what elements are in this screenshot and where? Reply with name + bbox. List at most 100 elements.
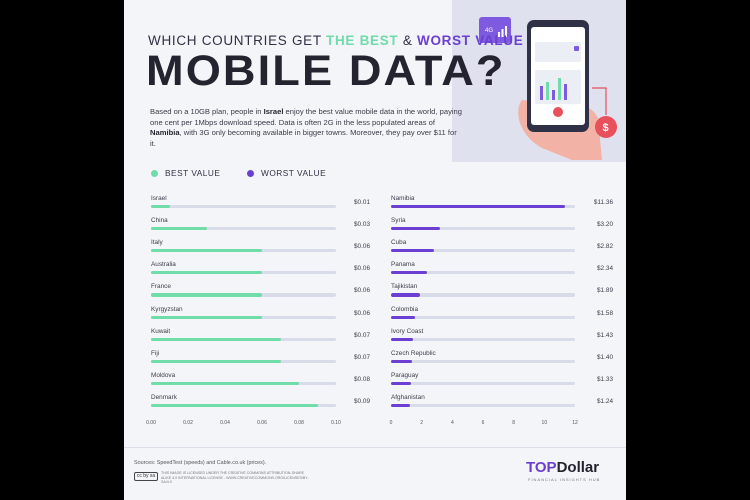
best-bar: [151, 293, 262, 297]
coin-symbol: $: [603, 122, 609, 134]
worst-category-label: Tajikistan: [391, 283, 418, 291]
best-value-label: $0.03: [354, 221, 370, 229]
worst-x-tick-label: 2: [420, 420, 424, 426]
signal-badge: 4G: [485, 28, 493, 34]
pretitle-best: THE BEST: [326, 33, 399, 48]
best-value-label: $0.09: [354, 397, 370, 405]
worst-value-label: $1.58: [597, 309, 613, 317]
worst-x-tick-label: 8: [512, 420, 516, 426]
best-bar: [151, 249, 262, 253]
best-bar: [151, 359, 281, 363]
worst-category-label: Paraguay: [391, 371, 419, 379]
best-x-tick-label: 0.06: [257, 420, 267, 426]
best-bar: [151, 227, 207, 231]
worst-value-label: $2.82: [597, 243, 613, 251]
legend-best-label: BEST VALUE: [165, 168, 221, 178]
worst-category-label: Czech Republic: [391, 349, 436, 357]
best-category-label: Moldova: [151, 371, 176, 379]
pretitle-prefix: WHICH COUNTRIES GET: [148, 33, 322, 48]
best-value-label: $0.07: [354, 331, 370, 339]
worst-bar-track: [391, 359, 575, 363]
best-category-label: Australia: [151, 261, 176, 269]
worst-category-label: Colombia: [391, 305, 418, 313]
legend-best-dot: [151, 170, 158, 177]
desc-part-3: , with 3G only becoming available in big…: [150, 128, 457, 148]
worst-value-label: $3.20: [597, 221, 613, 229]
worst-bar-track: [391, 381, 575, 385]
footer-divider: [124, 447, 626, 448]
worst-bar-track: [391, 271, 575, 275]
worst-category-label: Namibia: [391, 195, 415, 202]
worst-category-label: Cuba: [391, 239, 407, 247]
worst-bar: [391, 337, 413, 341]
best-bar: [151, 271, 262, 275]
description: Based on a 10GB plan, people in Israel e…: [150, 107, 462, 149]
worst-x-tick-label: 6: [481, 420, 485, 426]
best-category-label: China: [151, 217, 168, 225]
worst-bar-track: [391, 293, 575, 297]
best-x-tick-label: 0.02: [183, 420, 193, 426]
worst-bar: [391, 205, 566, 209]
best-x-tick-label: 0.10: [331, 420, 341, 426]
worst-category-label: Panama: [391, 261, 415, 269]
desc-israel: Israel: [263, 107, 284, 116]
worst-bar: [391, 315, 416, 319]
logo-top: TOP: [526, 459, 557, 476]
worst-bar: [391, 249, 435, 253]
best-category-label: Fiji: [151, 349, 160, 357]
worst-bar-track: [391, 249, 575, 253]
chart-pretitle: WHICH COUNTRIES GET THE BEST & WORST VAL…: [148, 33, 523, 48]
logo-dollar: Dollar: [556, 459, 600, 476]
worst-category-label: Ivory Coast: [391, 327, 424, 335]
worst-bar: [391, 403, 410, 408]
sources-text: Sources: SpeedTest (speeds) and Cable.co…: [134, 460, 267, 466]
worst-value-label: $1.89: [597, 287, 613, 295]
best-category-label: Kuwait: [151, 327, 171, 335]
worst-bar-track: [391, 403, 575, 408]
best-bar-track: [151, 205, 336, 209]
coin-icon: [595, 116, 617, 138]
chart-title: MOBILE DATA?: [146, 47, 506, 95]
best-value-label: $0.06: [354, 309, 370, 317]
worst-value-label: $11.36: [593, 199, 613, 206]
best-category-label: Italy: [151, 239, 163, 247]
worst-value-label: $1.40: [597, 353, 613, 361]
best-bar: [151, 205, 170, 209]
best-category-label: Israel: [151, 195, 167, 202]
worst-x-tick-label: 4: [450, 420, 454, 426]
topdollar-logo: TOPDollar: [526, 459, 599, 476]
worst-bar-track: [391, 337, 575, 341]
best-value-label: $0.06: [354, 265, 370, 273]
legend-worst-label: WORST VALUE: [261, 168, 327, 178]
pretitle-worst: WORST VALUE: [417, 33, 524, 48]
legend-worst-dot: [247, 170, 254, 177]
worst-value-label: $1.24: [597, 397, 613, 405]
worst-bar-track: [391, 315, 575, 319]
best-value-label: $0.01: [354, 199, 370, 206]
best-bar: [151, 315, 262, 319]
worst-bar: [391, 271, 427, 275]
best-category-label: Kyrgyzstan: [151, 305, 183, 313]
worst-x-tick-label: 10: [541, 420, 548, 426]
license-text: THIS IMAGE IS LICENSED UNDER THE CREATIV…: [161, 471, 309, 485]
infographic-card: 4G $ WHICH COUNTRIES GET THE BEST & WORS…: [124, 0, 626, 500]
desc-part-2: enjoy the best value mobile data in the …: [150, 107, 463, 127]
record-button-icon: [553, 107, 563, 117]
best-x-tick-label: 0.08: [294, 420, 304, 426]
pretitle-amp: &: [402, 33, 413, 48]
worst-x-tick-label: 12: [572, 420, 578, 426]
best-category-label: Denmark: [151, 393, 177, 401]
best-x-tick-label: 0.00: [146, 420, 156, 426]
best-category-label: France: [151, 283, 171, 291]
worst-value-label: $1.43: [597, 331, 613, 339]
worst-x-tick-label: 0: [389, 420, 393, 426]
worst-bar: [391, 359, 413, 363]
worst-bar-track: [391, 227, 575, 231]
best-value-label: $0.07: [354, 353, 370, 361]
best-bar: [151, 403, 318, 408]
best-value-label: $0.06: [354, 243, 370, 251]
best-value-label: $0.08: [354, 375, 370, 383]
best-bar: [151, 337, 281, 341]
best-bar: [151, 381, 299, 385]
desc-part-1: Based on a 10GB plan, people in: [150, 107, 264, 116]
